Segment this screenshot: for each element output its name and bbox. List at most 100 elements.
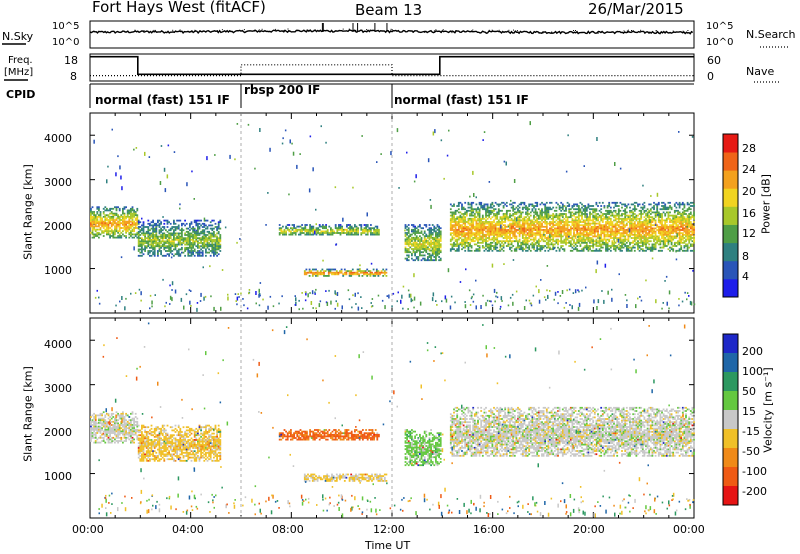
velocity-cbar-tick-m100: -100: [742, 465, 767, 478]
power-panel: [89, 112, 696, 314]
freq-panel: [89, 53, 695, 82]
n-sky-tick-bottom: 10^0: [52, 37, 80, 48]
n-search-point: [601, 31, 603, 33]
n-search-point: [391, 29, 393, 31]
sparse-scatter: [98, 322, 695, 518]
n-search-point: [288, 30, 290, 32]
n-search-point: [194, 29, 196, 31]
n-search-point: [134, 29, 136, 31]
n-search-point: [369, 29, 371, 31]
power-cbar-tick-8: 8: [742, 250, 749, 263]
power-ytick-3000: 3000: [44, 176, 72, 189]
echo-region: [90, 206, 139, 239]
colorbar-swatch: [723, 242, 738, 262]
n-search-point: [435, 29, 437, 31]
freq-label-line1: Freq.: [8, 55, 33, 66]
velocity-cbar-tick-m50: -50: [742, 445, 760, 458]
n-search-label: N.Search: [746, 28, 796, 41]
xtick-24: 00:00: [673, 523, 705, 536]
freq-label-line2: [MHz]: [4, 67, 34, 78]
colorbar-swatch: [723, 448, 738, 468]
n-search-point: [542, 32, 544, 34]
xtick-12: 12:00: [373, 523, 405, 536]
n-search-point: [452, 31, 454, 33]
n-search-point: [682, 30, 684, 32]
n-search-point: [342, 28, 344, 30]
n-search-point: [306, 29, 308, 31]
n-search-point: [573, 30, 574, 31]
sparse-scatter: [93, 121, 696, 312]
power-cbar-tick-28: 28: [742, 142, 756, 155]
echo-region: [278, 224, 380, 236]
noise-panel: [89, 20, 695, 49]
n-search-point: [95, 31, 97, 33]
colorbar-swatch: [723, 410, 738, 430]
n-search-point: [360, 29, 362, 31]
nave-tick-bottom: 0: [707, 70, 714, 83]
colorbar-swatch: [723, 152, 738, 171]
n-search-point: [631, 31, 633, 33]
velocity-panel: [89, 317, 695, 519]
power-cbar-tick-20: 20: [742, 185, 756, 198]
n-search-point: [143, 30, 145, 32]
n-search-point: [655, 30, 657, 32]
n-search-point: [627, 29, 629, 31]
n-search-point: [153, 29, 155, 31]
n-search-point: [348, 28, 350, 30]
colorbar-frame: [722, 333, 739, 506]
n-search-point: [468, 30, 470, 32]
n-search-point: [626, 30, 628, 32]
n-search-point: [669, 32, 671, 34]
echo-region: [404, 429, 442, 467]
noise-frame: [89, 20, 695, 49]
n-search-point: [632, 30, 634, 32]
colorbar-swatch: [723, 188, 738, 207]
n-search-point: [372, 29, 374, 31]
power-cbar-tick-12: 12: [742, 227, 756, 240]
colorbar-swatch: [723, 278, 738, 298]
cpid-mode-1: normal (fast) 151 IF: [95, 93, 230, 107]
velocity-cbar-tick-50: 50: [742, 385, 756, 398]
n-search-point: [516, 30, 518, 32]
date-label: 26/Mar/2015: [588, 0, 684, 18]
n-search-point: [253, 30, 255, 32]
n-search-point: [304, 30, 306, 32]
colorbar-swatch: [723, 224, 738, 244]
n-search-point: [566, 32, 568, 34]
freq-frame: [89, 53, 695, 82]
cpid-label: CPID: [6, 88, 36, 101]
power-cbar-tick-16: 16: [742, 207, 756, 220]
colorbar-swatch: [723, 134, 738, 153]
colorbar-swatch: [723, 334, 738, 354]
colorbar-frame: [722, 133, 739, 298]
n-search-point: [412, 32, 414, 33]
velocity-cbar-tick-100: 100: [742, 365, 763, 378]
colorbar-swatch: [723, 372, 738, 392]
echo-region: [303, 268, 388, 277]
plot-title: Fort Hays West (fitACF): [92, 0, 266, 16]
nave-tick-top: 60: [707, 54, 721, 67]
n-search-point: [442, 29, 444, 31]
n-search-point: [132, 31, 134, 33]
n-search-point: [283, 30, 285, 32]
n-search-point: [297, 29, 298, 31]
n-search-point: [449, 30, 451, 32]
n-search-point: [455, 30, 456, 32]
nave-label: Nave: [746, 65, 775, 78]
n-search-point: [551, 31, 553, 33]
n-search-point: [179, 29, 181, 31]
n-search-point: [440, 31, 442, 33]
colorbar-swatch: [723, 391, 738, 411]
xtick-04: 04:00: [172, 523, 204, 536]
n-search-point: [190, 31, 192, 33]
n-search-point: [513, 29, 514, 31]
n-search-point: [208, 30, 210, 32]
n-search-point: [672, 30, 674, 32]
n-search-point: [491, 29, 493, 31]
echo-region: [278, 429, 380, 441]
n-search-point: [472, 29, 474, 31]
n-search-point: [538, 32, 540, 34]
colorbars: [722, 133, 739, 506]
beam-label: Beam 13: [355, 1, 423, 19]
n-search-point: [647, 31, 649, 33]
